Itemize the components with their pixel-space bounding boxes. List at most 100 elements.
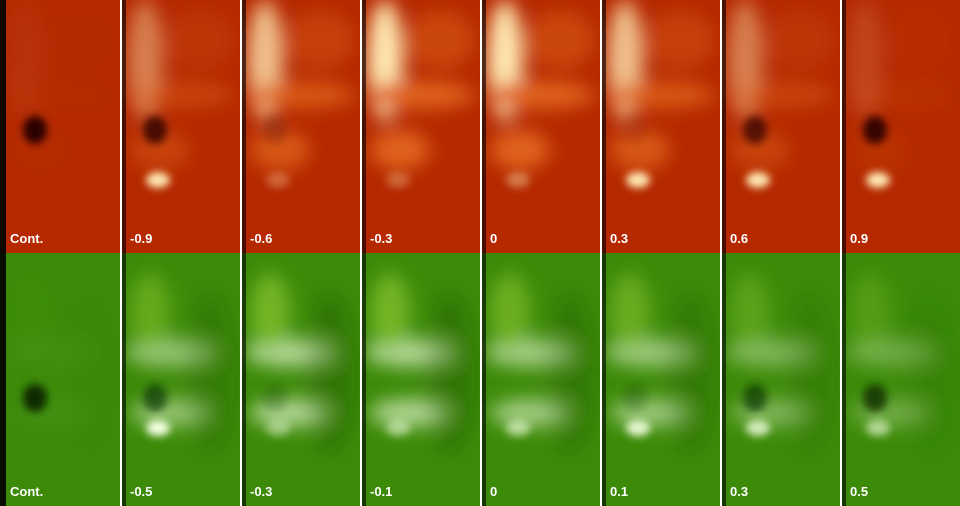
panel-label: -0.1 xyxy=(370,484,392,499)
bright-point xyxy=(866,172,890,188)
separator xyxy=(240,0,242,253)
feature xyxy=(425,293,475,453)
image-panel: 0.6 xyxy=(720,0,840,253)
feature xyxy=(785,293,835,453)
separator xyxy=(360,0,362,253)
spots xyxy=(263,384,290,436)
image-panel: -0.6 xyxy=(240,0,360,253)
separator xyxy=(480,253,482,506)
spots xyxy=(386,172,410,188)
edge-dark xyxy=(600,253,606,506)
sunspot xyxy=(143,384,167,412)
separator xyxy=(840,253,842,506)
sunspot xyxy=(863,384,887,412)
bright-point xyxy=(626,420,650,436)
feature xyxy=(5,81,115,109)
panel-label: 0.9 xyxy=(850,231,868,246)
feature xyxy=(725,81,835,109)
image-panel: 0 xyxy=(480,253,600,506)
feature xyxy=(370,273,410,353)
image-panel: -0.5 xyxy=(120,253,240,506)
feature xyxy=(165,10,235,70)
feature xyxy=(845,81,955,109)
features xyxy=(845,0,955,170)
spots xyxy=(143,116,170,188)
edge-dark xyxy=(480,0,486,253)
bright-point xyxy=(746,420,770,436)
bright-point xyxy=(506,172,530,188)
spots xyxy=(263,116,290,188)
spots xyxy=(863,116,890,188)
panel-label: 0.3 xyxy=(610,231,628,246)
feature xyxy=(610,273,650,353)
spots xyxy=(743,384,770,436)
spots xyxy=(143,384,170,436)
panel-label: 0.3 xyxy=(730,484,748,499)
bright-point xyxy=(386,420,410,436)
separator xyxy=(240,253,242,506)
sunspot xyxy=(623,116,647,144)
panel-label: -0.5 xyxy=(130,484,152,499)
separator xyxy=(480,0,482,253)
sunspot xyxy=(263,384,287,412)
image-panel: 0 xyxy=(480,0,600,253)
feature xyxy=(885,10,955,70)
feature xyxy=(305,293,355,453)
separator xyxy=(120,253,122,506)
panel-label: 0.6 xyxy=(730,231,748,246)
separator xyxy=(720,253,722,506)
panel-label: -0.3 xyxy=(250,484,272,499)
edge-dark xyxy=(0,253,6,506)
features xyxy=(5,273,115,453)
edge-dark xyxy=(840,0,846,253)
edge-dark xyxy=(360,253,366,506)
bright-point xyxy=(746,172,770,188)
features xyxy=(125,0,235,170)
edge-dark xyxy=(120,0,126,253)
feature xyxy=(645,10,715,70)
separator xyxy=(600,0,602,253)
feature xyxy=(850,130,910,170)
spots xyxy=(623,384,650,436)
bright-point xyxy=(626,172,650,188)
feature xyxy=(665,293,715,453)
feature xyxy=(490,130,550,170)
feature xyxy=(405,10,475,70)
sunspot xyxy=(743,116,767,144)
spots xyxy=(506,420,530,436)
separator xyxy=(360,253,362,506)
panel-label: 0.1 xyxy=(610,484,628,499)
bright-point xyxy=(386,172,410,188)
image-panel: -0.1 xyxy=(360,253,480,506)
feature xyxy=(45,10,115,70)
feature xyxy=(65,293,115,453)
features xyxy=(365,273,475,453)
image-panel: -0.3 xyxy=(240,253,360,506)
panel-label: -0.3 xyxy=(370,231,392,246)
spots xyxy=(506,172,530,188)
feature xyxy=(185,293,235,453)
image-panel: Cont. xyxy=(0,0,120,253)
panel-label: -0.9 xyxy=(130,231,152,246)
image-panel: Cont. xyxy=(0,253,120,506)
panel-label: 0 xyxy=(490,231,497,246)
edge-dark xyxy=(720,0,726,253)
feature xyxy=(125,81,235,109)
edge-dark xyxy=(840,253,846,506)
edge-dark xyxy=(360,0,366,253)
features xyxy=(245,0,355,170)
feature xyxy=(370,130,430,170)
edge-dark xyxy=(600,0,606,253)
features xyxy=(485,0,595,170)
spots xyxy=(23,384,47,412)
separator xyxy=(120,0,122,253)
feature xyxy=(10,130,70,170)
features xyxy=(725,0,835,170)
bright-point xyxy=(146,420,170,436)
image-panel: 0.3 xyxy=(720,253,840,506)
sunspot xyxy=(623,384,647,412)
separator xyxy=(600,253,602,506)
features xyxy=(845,273,955,453)
panel-label: Cont. xyxy=(10,231,43,246)
sunspot xyxy=(143,116,167,144)
